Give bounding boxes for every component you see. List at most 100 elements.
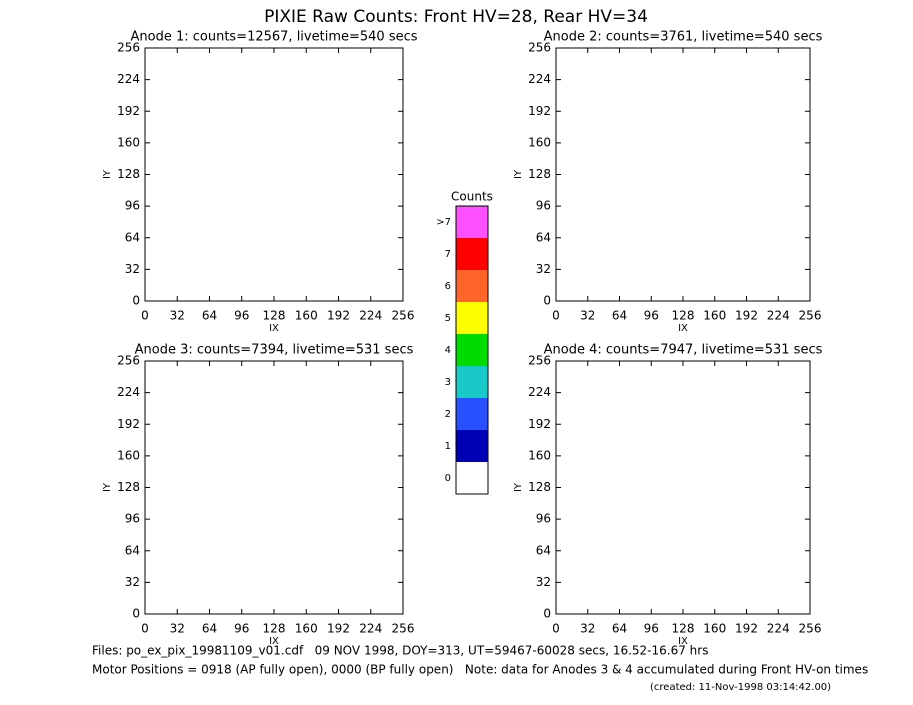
- colorbar-label: 6: [445, 281, 451, 292]
- footer-motor: Motor Positions = 0918 (AP fully open), …: [92, 663, 868, 677]
- y-tick-label: 160: [117, 448, 140, 462]
- colorbar-label: 2: [445, 409, 451, 420]
- colorbar-label: >7: [436, 217, 451, 228]
- y-tick-label: 192: [528, 104, 551, 118]
- plot-frame: [144, 47, 404, 302]
- x-tick-label: 64: [612, 309, 627, 323]
- x-tick-label: 128: [672, 309, 695, 323]
- y-tick-label: 64: [125, 543, 140, 557]
- y-tick-label: 160: [528, 135, 551, 149]
- colorbar-swatch: [456, 270, 488, 302]
- y-tick-label: 224: [528, 72, 551, 86]
- x-tick-label: 160: [703, 309, 726, 323]
- x-tick-label: 96: [644, 309, 659, 323]
- y-tick-label: 192: [117, 417, 140, 431]
- y-tick-label: 96: [125, 199, 140, 213]
- x-tick-label: 160: [703, 622, 726, 636]
- colorbar-frame: [455, 205, 489, 495]
- y-axis-label: IY: [102, 169, 113, 179]
- y-tick-label: 32: [125, 262, 140, 276]
- x-tick-label: 64: [202, 309, 217, 323]
- y-tick-label: 160: [528, 448, 551, 462]
- y-tick-label: 0: [543, 294, 551, 308]
- x-tick-label: 160: [295, 622, 318, 636]
- y-tick-label: 0: [132, 294, 140, 308]
- x-tick-label: 64: [202, 622, 217, 636]
- y-tick-label: 128: [117, 480, 140, 494]
- panel-title: Anode 2: counts=3761, livetime=540 secs: [544, 30, 823, 45]
- x-tick-label: 96: [234, 622, 249, 636]
- y-tick-label: 256: [117, 354, 140, 368]
- colorbar-label: 1: [445, 441, 451, 452]
- x-axis-label: IX: [678, 323, 688, 334]
- y-tick-label: 224: [117, 72, 140, 86]
- x-tick-label: 224: [359, 622, 382, 636]
- y-tick-label: 160: [117, 135, 140, 149]
- x-tick-label: 32: [580, 309, 595, 323]
- y-tick-label: 32: [125, 575, 140, 589]
- colorbar-swatch: [456, 398, 488, 430]
- x-tick-label: 128: [672, 622, 695, 636]
- x-tick-label: 192: [735, 309, 758, 323]
- y-tick-label: 256: [528, 354, 551, 368]
- x-tick-label: 128: [263, 622, 286, 636]
- colorbar-swatch: [456, 238, 488, 270]
- x-tick-label: 256: [799, 309, 822, 323]
- colorbar-label: 0: [445, 473, 451, 484]
- x-tick-label: 256: [392, 622, 415, 636]
- x-tick-label: 0: [141, 622, 149, 636]
- figure-title: PIXIE Raw Counts: Front HV=28, Rear HV=3…: [264, 7, 648, 27]
- x-tick-label: 160: [295, 309, 318, 323]
- y-tick-label: 96: [536, 512, 551, 526]
- colorbar-title: Counts: [451, 190, 493, 204]
- x-tick-label: 0: [552, 622, 560, 636]
- x-tick-label: 64: [612, 622, 627, 636]
- panel-title: Anode 3: counts=7394, livetime=531 secs: [135, 343, 414, 358]
- y-axis-label: IY: [102, 482, 113, 492]
- y-tick-label: 32: [536, 262, 551, 276]
- y-tick-label: 224: [117, 385, 140, 399]
- y-tick-label: 192: [528, 417, 551, 431]
- colorbar-swatch: [456, 430, 488, 462]
- y-tick-label: 256: [117, 41, 140, 55]
- footer-created: (created: 11-Nov-1998 03:14:42.00): [650, 682, 831, 693]
- y-tick-label: 224: [528, 385, 551, 399]
- y-tick-label: 0: [543, 607, 551, 621]
- x-tick-label: 224: [359, 309, 382, 323]
- x-tick-label: 96: [644, 622, 659, 636]
- y-tick-label: 32: [536, 575, 551, 589]
- y-tick-label: 128: [117, 167, 140, 181]
- x-axis-label: IX: [269, 636, 279, 647]
- panel-title: Anode 4: counts=7947, livetime=531 secs: [544, 343, 823, 358]
- plot-frame: [144, 360, 404, 615]
- x-tick-label: 192: [735, 622, 758, 636]
- colorbar-label: 7: [445, 249, 451, 260]
- colorbar-swatch: [456, 334, 488, 366]
- y-tick-label: 96: [536, 199, 551, 213]
- x-tick-label: 0: [552, 309, 560, 323]
- footer-files: Files: po_ex_pix_19981109_v01.cdf 09 NOV…: [92, 644, 708, 658]
- x-tick-label: 96: [234, 309, 249, 323]
- x-tick-label: 256: [392, 309, 415, 323]
- colorbar-swatch: [456, 206, 488, 238]
- colorbar-label: 5: [445, 313, 451, 324]
- x-tick-label: 224: [767, 309, 790, 323]
- x-tick-label: 0: [141, 309, 149, 323]
- panel-title: Anode 1: counts=12567, livetime=540 secs: [130, 30, 417, 45]
- colorbar-swatch: [456, 462, 488, 494]
- y-tick-label: 96: [125, 512, 140, 526]
- plot-frame: [555, 47, 811, 302]
- y-tick-label: 256: [528, 41, 551, 55]
- y-tick-label: 192: [117, 104, 140, 118]
- x-tick-label: 128: [263, 309, 286, 323]
- x-tick-label: 32: [170, 309, 185, 323]
- x-tick-label: 192: [327, 309, 350, 323]
- x-tick-label: 256: [799, 622, 822, 636]
- y-axis-label: IY: [513, 482, 524, 492]
- x-tick-label: 32: [580, 622, 595, 636]
- x-axis-label: IX: [678, 636, 688, 647]
- y-tick-label: 64: [536, 230, 551, 244]
- y-tick-label: 128: [528, 480, 551, 494]
